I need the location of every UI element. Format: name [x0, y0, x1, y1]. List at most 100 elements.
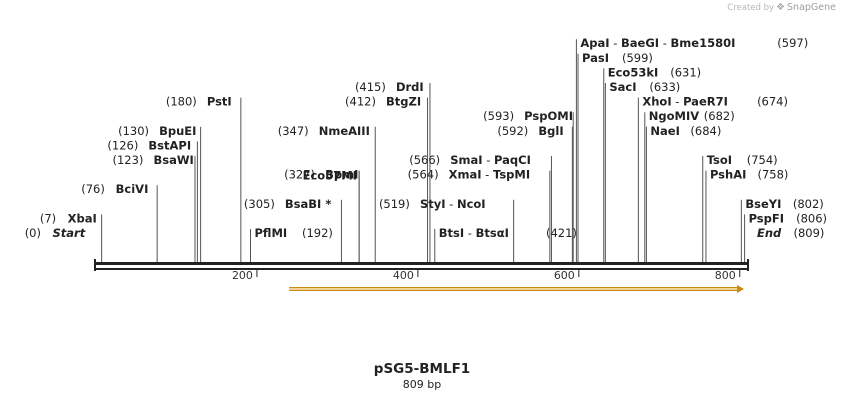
ruler-tick-label: 200 — [232, 269, 253, 282]
enzyme-name: ApaI — [580, 36, 609, 50]
site-position: (126) — [107, 138, 138, 152]
enzyme-name: XhoI — [642, 95, 671, 109]
enzyme-separator: - — [610, 36, 621, 50]
cut-site-lines — [101, 39, 746, 262]
special-label-end: End (809) — [757, 226, 824, 240]
site-position: (519) — [379, 197, 410, 211]
site-position: (192) — [302, 226, 333, 240]
site-label-apai-baegi-bme1580i: ApaI - BaeGI - Bme1580I (597) — [580, 36, 808, 50]
enzyme-name: BsaBI * — [285, 197, 331, 211]
features — [289, 285, 744, 293]
enzyme-separator: - — [446, 197, 457, 211]
site-position: (566) — [409, 153, 440, 167]
site-position: (180) — [166, 95, 197, 109]
ruler-tick-label: 800 — [715, 269, 736, 282]
site-label-xhoi-paer7i: XhoI - PaeR7I (674) — [642, 95, 788, 109]
enzyme-name: StyI — [420, 197, 446, 211]
enzyme-name: XmaI — [449, 168, 482, 182]
site-position: (806) — [796, 211, 827, 225]
enzyme-separator: - — [482, 168, 493, 182]
enzyme-name: NgoMIV — [649, 109, 699, 123]
enzyme-separator: - — [672, 95, 683, 109]
site-label-ngomiv: NgoMIV (682) — [649, 109, 735, 123]
site-position: (684) — [690, 124, 721, 138]
enzyme-name: BglI — [538, 124, 563, 138]
site-label-btsi-bts-i: BtsI - BtsαI (421) — [439, 226, 577, 240]
special-label-start: (0) Start — [25, 226, 86, 240]
site-position: (599) — [622, 51, 653, 65]
site-label-psti: (180) PstI — [166, 95, 232, 109]
site-label-pasi: PasI (599) — [582, 51, 653, 65]
site-label-styi-ncoi: (519) StyI - NcoI — [379, 197, 486, 211]
enzyme-name: PaqCI — [494, 153, 531, 167]
enzyme-name: BstAPI — [148, 138, 191, 152]
site-label-bpuei: (130) BpuEI — [118, 124, 196, 138]
enzyme-name: TspMI — [493, 168, 530, 182]
site-position: (758) — [757, 168, 788, 182]
site-label-naei: NaeI (684) — [650, 124, 721, 138]
enzyme-name: Eco53kI — [608, 65, 659, 79]
site-position: (76) — [81, 182, 105, 196]
site-position: (412) — [345, 95, 376, 109]
enzyme-name: BseYI — [745, 197, 781, 211]
backbone-left-end — [94, 259, 96, 271]
site-label-bseyi: BseYI (802) — [745, 197, 823, 211]
watermark-brand: SnapGene — [787, 2, 836, 13]
site-position: (592) — [497, 124, 528, 138]
special-site-name: End — [757, 226, 782, 240]
enzyme-name: NcoI — [457, 197, 486, 211]
site-position: (123) — [112, 153, 143, 167]
enzyme-name: BciVI — [116, 182, 149, 196]
site-label-bsawi: (123) BsaWI — [112, 153, 193, 167]
site-position: (597) — [777, 36, 808, 50]
enzyme-name: TsoI — [707, 153, 732, 167]
site-label-pspomi: (593) PspOMI — [483, 109, 573, 123]
enzyme-name: BaeGI — [621, 36, 659, 50]
site-label-bstapi: (126) BstAPI — [107, 138, 191, 152]
site-label-pspfi: PspFI (806) — [749, 211, 827, 225]
site-position: (682) — [704, 109, 735, 123]
site-position: (631) — [670, 65, 701, 79]
site-label-eco53ki: Eco53kI (631) — [608, 65, 701, 79]
enzyme-name: NmeAIII — [319, 124, 370, 138]
site-label-pshai: PshAI (758) — [710, 168, 788, 182]
enzyme-name: PasI — [582, 51, 609, 65]
enzyme-name: DrdI — [396, 80, 424, 94]
enzyme-separator: - — [659, 36, 670, 50]
site-label-bpmi: (327) BpmI — [284, 168, 358, 182]
site-label-xmai-tspmi: (564) XmaI - TspMI — [408, 168, 530, 182]
enzyme-name: Eco57MI — [303, 168, 357, 182]
site-label-eco57mi: Eco57MI — [303, 168, 357, 182]
enzyme-name: NaeI — [650, 124, 679, 138]
sequence-length: 809 bp — [402, 378, 442, 391]
enzyme-name: PstI — [207, 95, 232, 109]
site-position: (674) — [757, 95, 788, 109]
site-position: (754) — [747, 153, 778, 167]
site-label-pflmi: PflMI (192) — [255, 226, 333, 240]
enzyme-name: BtgZI — [386, 95, 421, 109]
enzyme-name: PshAI — [710, 168, 746, 182]
site-position: (421) — [546, 226, 577, 240]
site-label-drdi: (415) DrdI — [355, 80, 424, 94]
site-position: (564) — [408, 168, 439, 182]
sequence-backbone — [94, 259, 749, 271]
backbone-bottom-strand — [94, 268, 749, 270]
enzyme-labels: (7) XbaI (76) BciVI (123) BsaWI (126) BstAPI(13… — [25, 36, 827, 240]
enzyme-name: BsaWI — [153, 153, 193, 167]
enzyme-name: PaeR7I — [683, 95, 728, 109]
sequence-name: pSG5-BMLF1 — [373, 361, 471, 377]
site-position: (305) — [244, 197, 275, 211]
site-label-btgzi: (412) BtgZI — [345, 95, 421, 109]
feature-arrow-head — [737, 285, 744, 293]
site-position: (130) — [118, 124, 149, 138]
site-label-tsoi: TsoI (754) — [707, 153, 778, 167]
enzyme-name: PspOMI — [524, 109, 573, 123]
site-position: (802) — [793, 197, 824, 211]
enzyme-separator: - — [464, 226, 475, 240]
enzyme-name: PspFI — [749, 211, 784, 225]
snapgene-watermark: Created by ❖ SnapGene — [727, 2, 836, 13]
site-position: (593) — [483, 109, 514, 123]
site-position: (809) — [794, 226, 825, 240]
site-label-xbai: (7) XbaI — [40, 211, 97, 225]
